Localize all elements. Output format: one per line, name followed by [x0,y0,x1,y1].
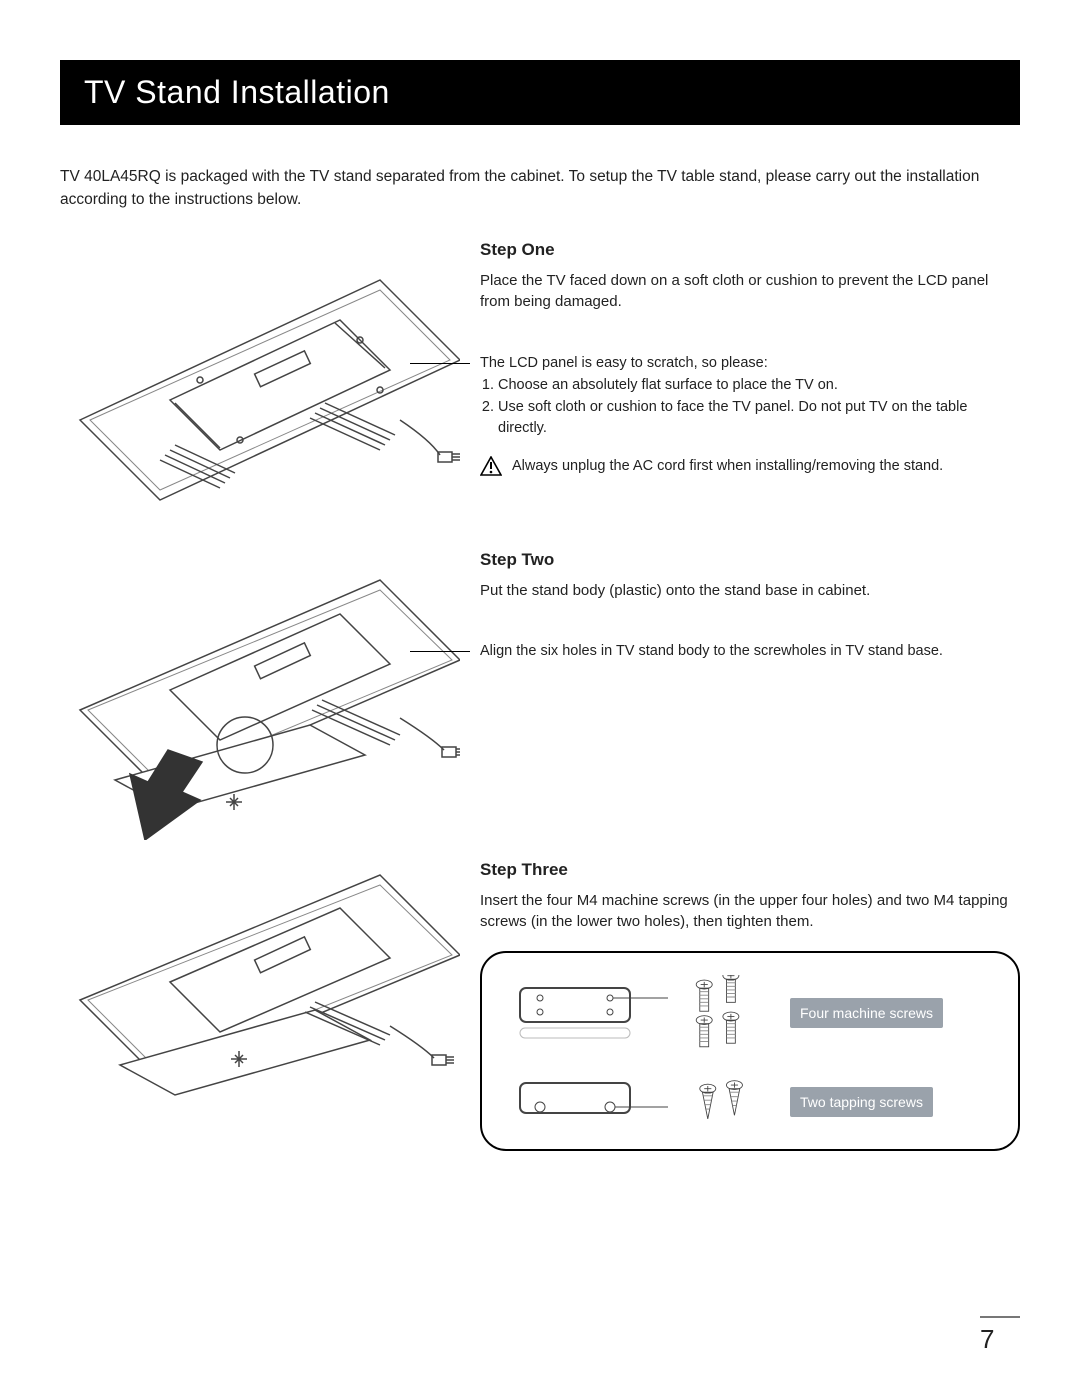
machine-screw-row: Four machine screws [500,975,1000,1051]
tv-sketch-3 [60,860,460,1110]
step-two-illustration [60,550,460,830]
step-one-heading: Step One [480,240,1020,260]
machine-screws-icon [690,975,770,1051]
page-title: TV Stand Installation [84,74,1000,111]
step-one-illustration [60,240,460,520]
tv-sketch-1 [60,240,460,520]
step-three-row: Step Three Insert the four M4 machine sc… [60,860,1020,1152]
step-one-note-lead: The LCD panel is easy to scratch, so ple… [480,355,768,371]
page-number: 7 [980,1316,1020,1355]
step-one-row: Step One Place the TV faced down on a so… [60,240,1020,520]
step-two-desc: Put the stand body (plastic) onto the st… [480,580,1020,602]
tv-sketch-2 [60,550,460,840]
tapping-screw-row: Two tapping screws [500,1077,1000,1127]
step-two-text: Step Two Put the stand body (plastic) on… [480,550,1020,680]
page-number-rule [980,1316,1020,1318]
page-root: TV Stand Installation TV 40LA45RQ is pac… [0,0,1080,1221]
step-three-text: Step Three Insert the four M4 machine sc… [480,860,1020,1152]
warning-icon [480,456,502,476]
step-two-note: Align the six holes in TV stand body to … [480,641,1020,663]
step-one-notes: The LCD panel is easy to scratch, so ple… [480,353,1020,440]
step-three-illustration [60,860,460,1140]
step-three-heading: Step Three [480,860,1020,880]
step-one-warning-text: Always unplug the AC cord first when ins… [512,456,943,478]
step-one-note-2: Use soft cloth or cushion to face the TV… [498,397,1020,441]
step-two-heading: Step Two [480,550,1020,570]
intro-paragraph: TV 40LA45RQ is packaged with the TV stan… [60,165,1020,212]
step-one-note-1: Choose an absolutely flat surface to pla… [498,375,1020,397]
step-three-desc: Insert the four M4 machine screws (in th… [480,890,1020,934]
step-one-desc: Place the TV faced down on a soft cloth … [480,270,1020,314]
step-two-row: Step Two Put the stand body (plastic) on… [60,550,1020,830]
machine-screw-label: Four machine screws [790,998,943,1028]
bracket-top-icon [500,978,670,1048]
step-one-text: Step One Place the TV faced down on a so… [480,240,1020,478]
page-number-value: 7 [980,1324,994,1354]
tapping-screw-label: Two tapping screws [790,1087,933,1117]
tapping-screws-icon [690,1077,770,1127]
step-one-warning-row: Always unplug the AC cord first when ins… [480,456,1020,478]
title-bar: TV Stand Installation [60,60,1020,125]
screw-diagram-box: Four machine screws Two tapping screws [480,951,1020,1151]
bracket-bottom-icon [500,1077,670,1127]
